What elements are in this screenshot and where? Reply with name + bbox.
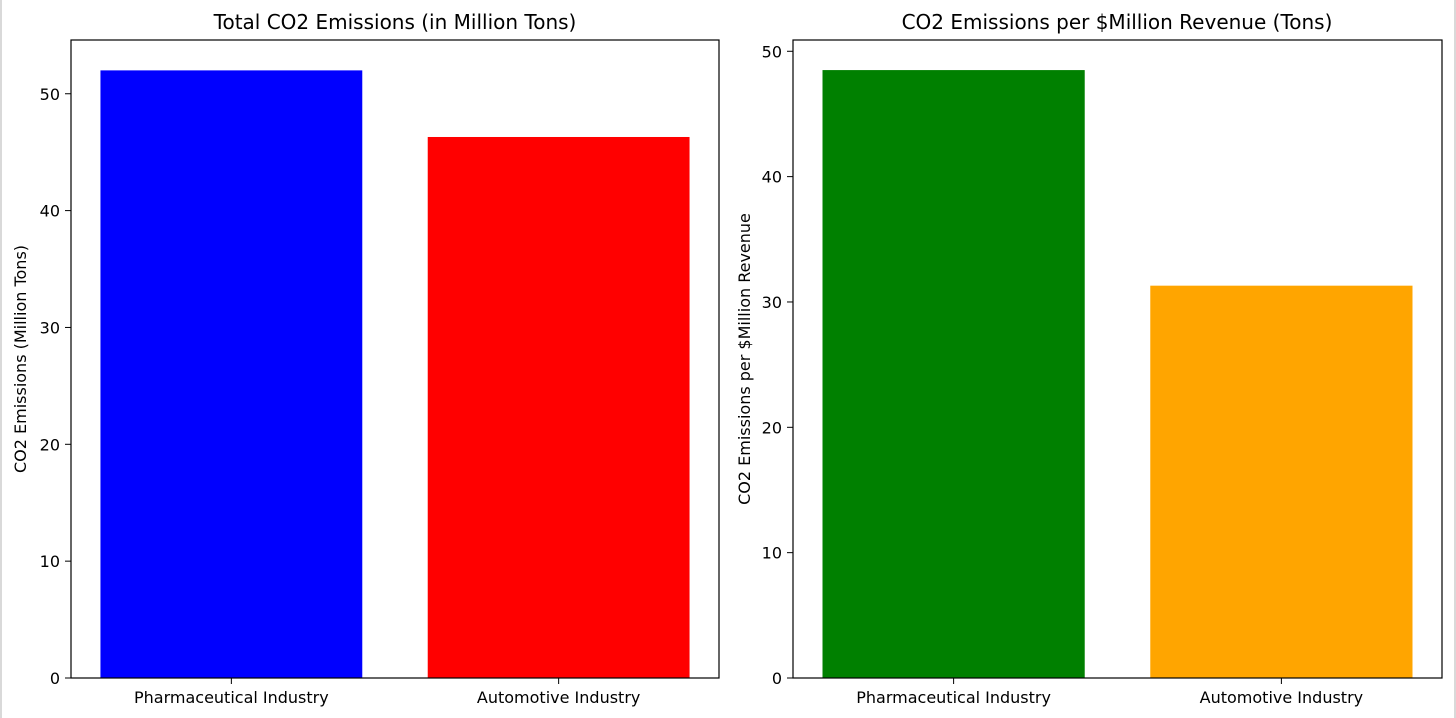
- y-tick-label: 50: [40, 85, 60, 104]
- y-tick-label: 40: [40, 202, 60, 221]
- x-tick-label: Automotive Industry: [477, 688, 640, 707]
- y-tick-label: 30: [40, 318, 60, 337]
- bar-automotive: [1150, 285, 1413, 678]
- y-tick-label: 10: [762, 544, 782, 563]
- chart-total-emissions: Total CO2 Emissions (in Million Tons) CO…: [11, 10, 720, 707]
- y-tick-label: 30: [762, 293, 782, 312]
- bar-pharmaceutical: [100, 70, 363, 678]
- y-tick-label: 50: [762, 42, 782, 61]
- bar-automotive: [427, 136, 690, 678]
- y-tick-label: 20: [762, 418, 782, 437]
- x-tick-label: Pharmaceutical Industry: [856, 688, 1051, 707]
- y-tick-label: 0: [772, 669, 782, 688]
- chart-emissions-per-revenue: CO2 Emissions per $Million Revenue (Tons…: [735, 10, 1443, 707]
- x-tick-label: Automotive Industry: [1200, 688, 1363, 707]
- y-tick-label: 40: [762, 168, 782, 187]
- bars-group: [100, 70, 690, 678]
- y-axis-label: CO2 Emissions per $Million Revenue: [735, 213, 754, 505]
- bars-group: [822, 70, 1413, 678]
- plot-frame: [792, 39, 1443, 679]
- window-edge-right: [1454, 0, 1456, 718]
- x-ticks-group: Pharmaceutical Industry Automotive Indust…: [134, 678, 640, 707]
- chart-title: CO2 Emissions per $Million Revenue (Tons…: [902, 10, 1333, 34]
- x-ticks-group: Pharmaceutical Industry Automotive Indust…: [856, 678, 1363, 707]
- y-tick-label: 0: [50, 669, 60, 688]
- chart-title: Total CO2 Emissions (in Million Tons): [213, 10, 577, 34]
- x-tick-label: Pharmaceutical Industry: [134, 688, 329, 707]
- y-tick-label: 20: [40, 435, 60, 454]
- plot-frame: [70, 39, 720, 679]
- y-axis-label: CO2 Emissions (Million Tons): [11, 245, 30, 473]
- y-tick-label: 10: [40, 552, 60, 571]
- window-edge-left: [0, 0, 2, 718]
- bar-pharmaceutical: [822, 70, 1085, 678]
- y-ticks-group: 0 10 20 30 40 50: [40, 85, 71, 688]
- y-ticks-group: 0 10 20 30 40 50: [762, 42, 793, 688]
